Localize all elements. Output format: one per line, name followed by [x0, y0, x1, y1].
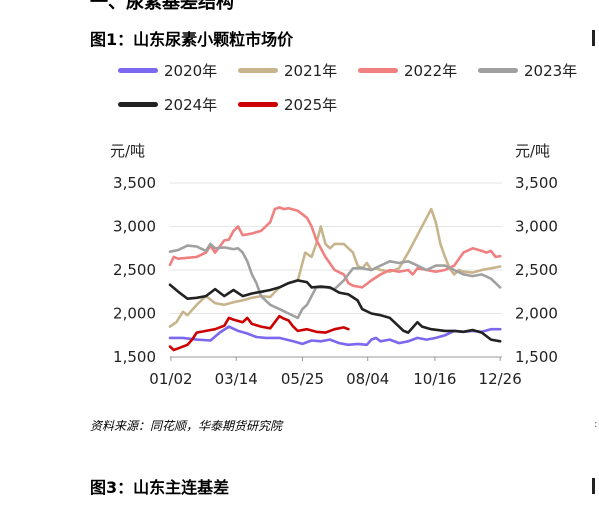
y-tick-label-left: 3,000: [113, 218, 156, 236]
legend-swatch: [118, 68, 158, 73]
legend-item: 2025年: [238, 94, 337, 115]
x-tick-label: 01/02: [149, 370, 192, 388]
legend-swatch: [358, 68, 398, 73]
series-line-2021年: [168, 207, 502, 328]
series-line-2023年: [168, 242, 502, 320]
y-tick-label-right: 2,000: [515, 305, 558, 323]
x-tick-label: 03/14: [215, 370, 258, 388]
legend-item: 2021年: [238, 60, 337, 81]
y-tick-label-left: 2,000: [113, 305, 156, 323]
section-title: 一、尿素基差结构: [90, 0, 234, 13]
legend-label: 2025年: [284, 96, 338, 114]
right-edge-fragment: :: [594, 419, 598, 430]
series-line-2022年: [168, 206, 502, 289]
series-line-2024年: [168, 279, 502, 343]
legend-swatch: [238, 102, 278, 107]
y-tick-label-right: 3,500: [515, 174, 558, 192]
legend-label: 2023年: [524, 62, 578, 80]
series-line-2025年: [168, 314, 350, 352]
legend-swatch: [478, 68, 518, 73]
y-axis-unit-right: 元/吨: [515, 142, 550, 160]
right-edge-marker-2: [592, 478, 595, 494]
legend-item: 2023年: [478, 60, 577, 81]
figure-1-title: 图1：山东尿素小颗粒市场价: [90, 30, 294, 49]
y-tick-label-left: 2,500: [113, 261, 156, 279]
legend-swatch: [118, 102, 158, 107]
legend-label: 2020年: [164, 62, 218, 80]
legend-item: 2022年: [358, 60, 457, 81]
x-tick-label: 12/26: [479, 370, 522, 388]
y-tick-label-right: 1,500: [515, 348, 558, 366]
x-tick-label: 05/25: [281, 370, 324, 388]
right-edge-marker: [592, 30, 595, 46]
legend-item: 2020年: [118, 60, 217, 81]
legend-label: 2024年: [164, 96, 218, 114]
y-tick-label-left: 3,500: [113, 174, 156, 192]
x-tick-label: 10/16: [413, 370, 456, 388]
legend-label: 2022年: [404, 62, 458, 80]
y-tick-label-right: 2,500: [515, 261, 558, 279]
figure-3-title: 图3：山东主连基差: [90, 478, 230, 497]
y-tick-label-left: 1,500: [113, 348, 156, 366]
source-note: 资料来源：同花顺，华泰期货研究院: [90, 419, 283, 433]
legend-item: 2024年: [118, 94, 217, 115]
x-tick-label: 08/04: [346, 370, 389, 388]
legend-swatch: [238, 68, 278, 73]
y-tick-label-right: 3,000: [515, 218, 558, 236]
legend-label: 2021年: [284, 62, 338, 80]
y-axis-unit-left: 元/吨: [110, 142, 145, 160]
